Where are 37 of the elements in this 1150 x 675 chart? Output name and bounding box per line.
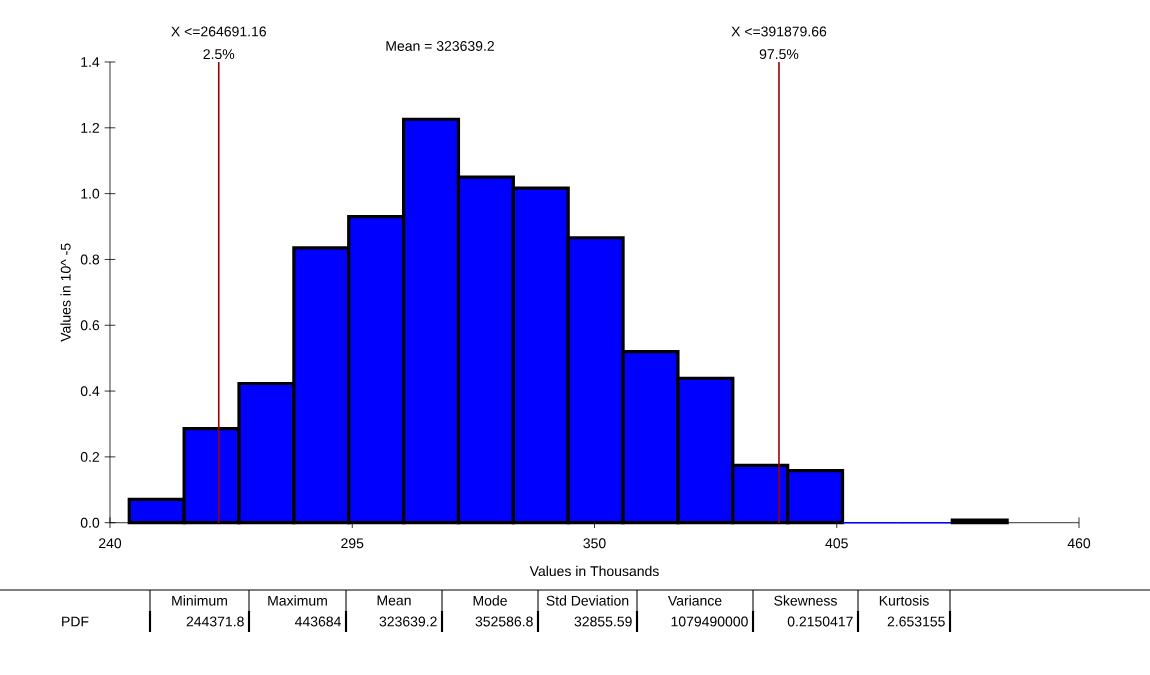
x-tick-label: 295 xyxy=(341,538,364,549)
text: Kurtosis xyxy=(879,595,929,606)
x-axis-title: Values in Thousands xyxy=(529,565,659,577)
text: 352586.8 xyxy=(475,616,533,627)
x-tick-label: 460 xyxy=(1067,538,1091,549)
y-axis-title: Values in 10^ -5 xyxy=(60,243,71,342)
ref-line-label: X <=264691.16 xyxy=(171,26,266,37)
y-tick-label: 1.2 xyxy=(81,122,100,133)
text: Mean xyxy=(377,595,411,606)
y-tick-label: 0.6 xyxy=(80,320,100,331)
text: 32855.59 xyxy=(574,616,632,627)
text: Maximum xyxy=(268,595,327,606)
text: Mode xyxy=(473,595,507,606)
y-tick-label: 0.8 xyxy=(80,254,100,265)
text: Std Deviation xyxy=(546,595,629,606)
text: Minimum xyxy=(172,595,227,606)
y-tick-label: 1.4 xyxy=(81,57,100,67)
y-tick-label: 0.2 xyxy=(80,451,100,462)
text: Variance xyxy=(667,595,722,606)
annotation: 97.5% xyxy=(759,49,799,60)
text: 443684 xyxy=(295,616,341,627)
annotation: 2.5% xyxy=(203,49,235,60)
y-tick-label: 1.0 xyxy=(81,188,100,199)
text: Mean = 323639.2 xyxy=(386,41,494,51)
text: 1079490000 xyxy=(671,616,748,627)
text: 0.2150417 xyxy=(787,616,853,627)
text: 244371.8 xyxy=(186,616,244,627)
text: PDF xyxy=(62,616,89,627)
ref-line-label: X <=391879.66 xyxy=(731,26,827,37)
y-tick-label: 0.4 xyxy=(80,386,100,397)
text: 323639.2 xyxy=(379,616,437,627)
text: 2.653155 xyxy=(887,616,945,627)
x-tick-label: 240 xyxy=(99,538,122,549)
text: Skewness xyxy=(774,595,837,606)
x-tick-label: 350 xyxy=(583,538,606,549)
x-tick-label: 405 xyxy=(825,538,848,549)
y-tick-label: 0.0 xyxy=(80,517,100,528)
